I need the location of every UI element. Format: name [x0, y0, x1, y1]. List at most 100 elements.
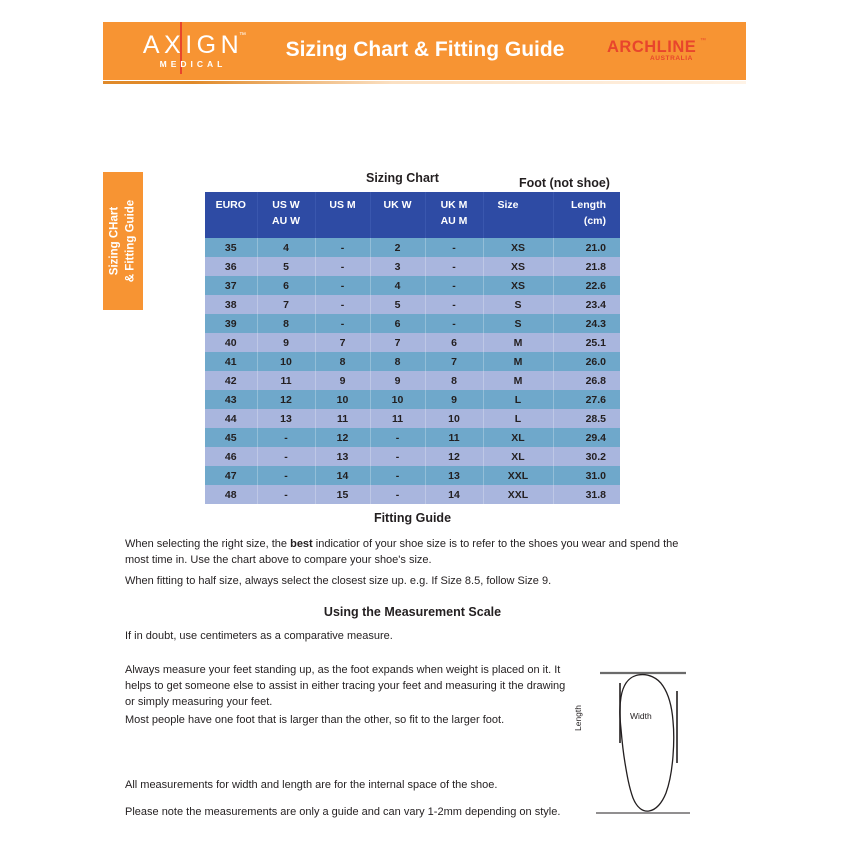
paragraph-measure-3: Most people have one foot that is larger… — [125, 714, 505, 726]
table-cell: 13 — [425, 466, 484, 485]
paragraph-measure-5: Please note the measurements are only a … — [125, 806, 561, 818]
table-cell: 11 — [425, 428, 484, 447]
table-cell: 14 — [315, 466, 371, 485]
table-cell: 6 — [370, 314, 426, 333]
table-cell: 38 — [205, 295, 258, 314]
page-title: Sizing Chart & Fitting Guide — [285, 38, 565, 61]
table-cell: 45 — [205, 428, 258, 447]
table-cell: - — [425, 295, 484, 314]
table-cell: - — [425, 276, 484, 295]
table-row: 41 10 8 8 7 M 26.0 — [205, 352, 620, 371]
column-header-us-w: US W AU W — [257, 192, 316, 238]
table-cell: 4 — [370, 276, 426, 295]
table-cell: 47 — [205, 466, 258, 485]
table-cell: 48 — [205, 485, 258, 504]
column-header-us-m: US M — [315, 192, 371, 238]
archline-logo: ARCHLINE ™ AUSTRALIA — [607, 38, 712, 68]
table-cell: XXL — [483, 485, 554, 504]
table-cell: L — [483, 409, 554, 428]
table-cell: S — [483, 314, 554, 333]
table-cell: 9 — [257, 333, 316, 352]
side-tab-line-2: & Fitting Guide — [124, 199, 136, 283]
table-cell: - — [370, 447, 426, 466]
table-cell: 31.8 — [553, 485, 620, 504]
table-cell: 31.0 — [553, 466, 620, 485]
paragraph-measure-4: All measurements for width and length ar… — [125, 779, 498, 791]
side-tab-label: Sizing CHart & Fitting Guide — [107, 200, 138, 282]
table-cell: 7 — [370, 333, 426, 352]
table-cell: 36 — [205, 257, 258, 276]
paragraph-fitting-2: When fitting to half size, always select… — [125, 575, 552, 587]
table-cell: 12 — [257, 390, 316, 409]
table-row: 47-14-13 XXL 31.0 — [205, 466, 620, 485]
table-row: 35 4-2- XS 21.0 — [205, 238, 620, 257]
foot-label-length: Length — [573, 705, 583, 731]
caption-sizing-chart: Sizing Chart — [366, 171, 439, 185]
table-cell: - — [425, 257, 484, 276]
table-cell: 35 — [205, 238, 258, 257]
archline-wordmark: ARCHLINE — [607, 38, 697, 56]
column-header-main: Length — [571, 199, 606, 211]
caption-foot-not-shoe: Foot (not shoe) — [519, 176, 610, 190]
table-cell: - — [257, 485, 316, 504]
table-cell: XL — [483, 428, 554, 447]
table-cell: 10 — [370, 390, 426, 409]
table-cell: 3 — [370, 257, 426, 276]
table-cell: - — [370, 428, 426, 447]
table-cell: - — [370, 466, 426, 485]
table-cell: 12 — [315, 428, 371, 447]
table-cell: M — [483, 371, 554, 390]
table-cell: 6 — [257, 276, 316, 295]
table-cell: 10 — [315, 390, 371, 409]
column-header-sub: AU W — [272, 214, 300, 227]
table-cell: 10 — [257, 352, 316, 371]
table-cell: M — [483, 352, 554, 371]
table-cell: - — [315, 314, 371, 333]
table-row: 39 8-6- S 24.3 — [205, 314, 620, 333]
table-cell: 37 — [205, 276, 258, 295]
table-cell: 5 — [370, 295, 426, 314]
foot-outline-icon — [596, 671, 690, 814]
table-cell: 39 — [205, 314, 258, 333]
axign-red-divider — [180, 22, 182, 74]
table-cell: 7 — [315, 333, 371, 352]
table-row: 48-15-14 XXL 31.8 — [205, 485, 620, 504]
table-cell: 15 — [315, 485, 371, 504]
table-row: 43 12 10 10 9 L 27.6 — [205, 390, 620, 409]
fitting-text-after: indicatior of your shoe size is to refer… — [125, 538, 679, 566]
table-cell: 8 — [315, 352, 371, 371]
table-cell: 26.0 — [553, 352, 620, 371]
table-cell: L — [483, 390, 554, 409]
axign-wordmark: AXIGN — [142, 31, 244, 59]
column-header-main: EURO — [215, 199, 246, 211]
table-row: 37 6-4- XS 22.6 — [205, 276, 620, 295]
foot-measurement-diagram: Width Length — [573, 653, 718, 838]
table-cell: 13 — [257, 409, 316, 428]
table-cell: 9 — [370, 371, 426, 390]
table-header-row: EURO US W AU W US M UK W UK M AU M Size Length (c… — [205, 192, 620, 238]
table-cell: 26.8 — [553, 371, 620, 390]
table-cell: XS — [483, 257, 554, 276]
table-cell: 22.6 — [553, 276, 620, 295]
foot-label-width: Width — [630, 711, 652, 721]
fitting-text-emphasis: best — [290, 538, 313, 550]
column-header-main: US M — [329, 199, 356, 211]
column-header-sub: AU M — [440, 214, 468, 227]
table-cell: 10 — [425, 409, 484, 428]
table-cell: 28.5 — [553, 409, 620, 428]
column-header-euro: EURO — [205, 192, 258, 238]
column-header-uk-m: UK M AU M — [425, 192, 484, 238]
table-cell: XL — [483, 447, 554, 466]
table-cell: 30.2 — [553, 447, 620, 466]
axign-logo: AXIGN ™ MEDICAL — [128, 22, 258, 76]
table-cell: - — [370, 485, 426, 504]
side-tab: Sizing CHart & Fitting Guide — [103, 172, 143, 310]
table-cell: 21.0 — [553, 238, 620, 257]
table-cell: 42 — [205, 371, 258, 390]
table-cell: 8 — [425, 371, 484, 390]
table-cell: 8 — [257, 314, 316, 333]
table-cell: - — [315, 295, 371, 314]
table-cell: - — [315, 257, 371, 276]
heading-measurement-scale: Using the Measurement Scale — [323, 605, 502, 619]
table-cell: - — [257, 447, 316, 466]
